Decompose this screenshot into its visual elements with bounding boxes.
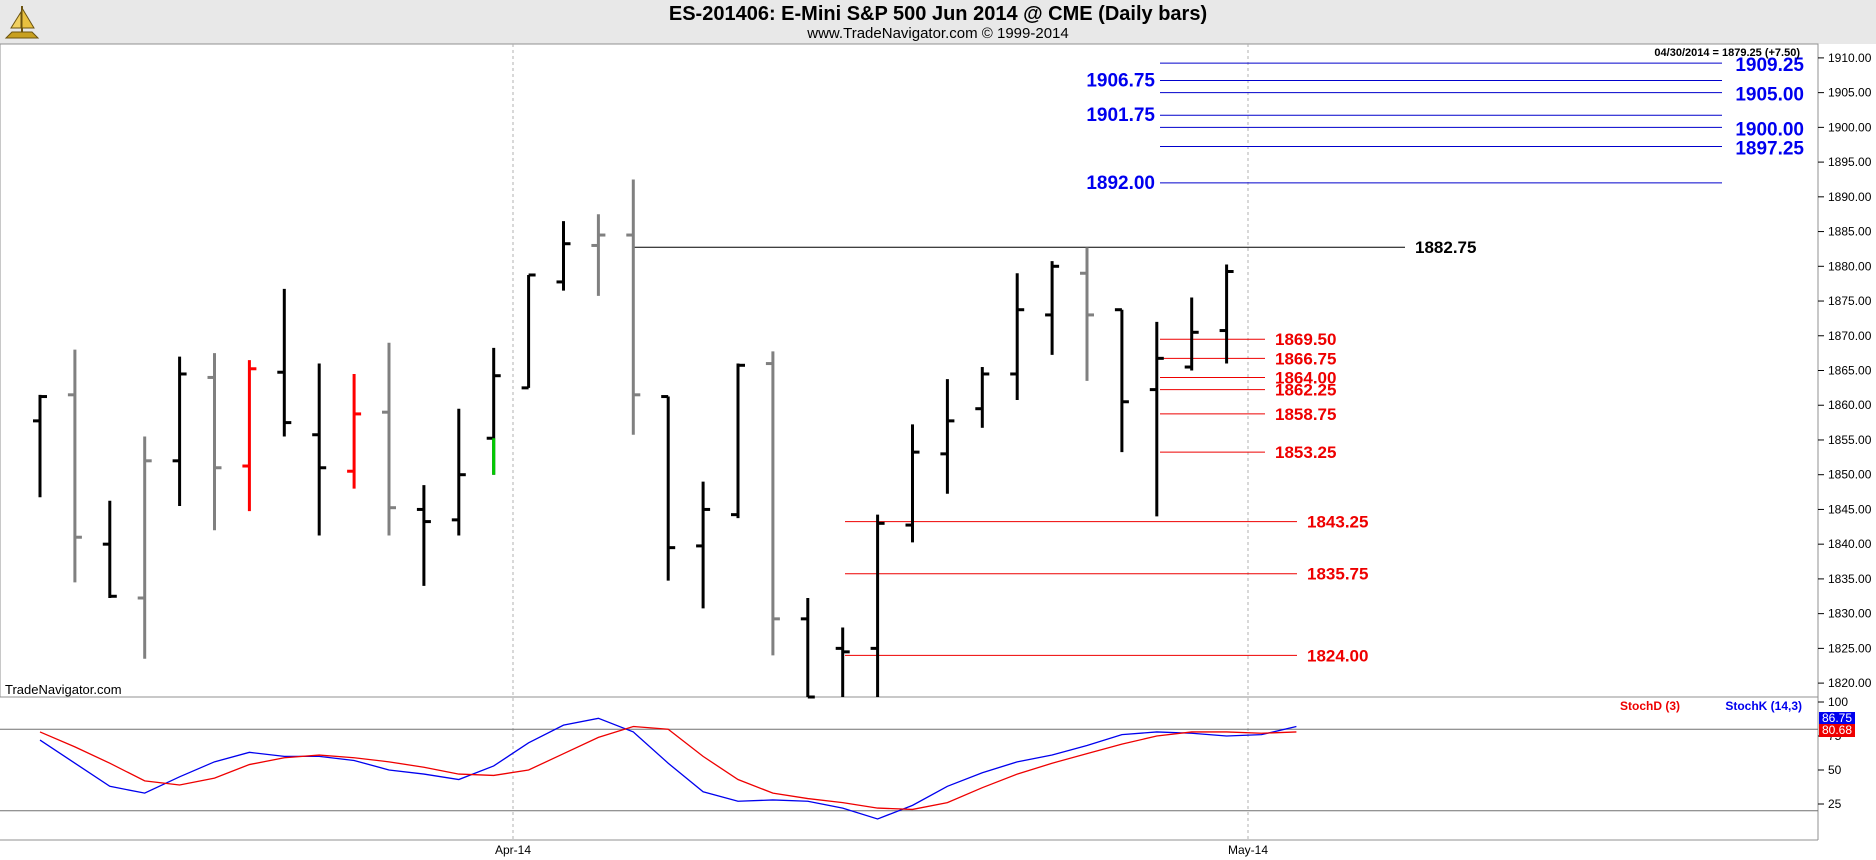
- level-label: 1853.25: [1275, 443, 1336, 462]
- stoch-tick-label: 25: [1828, 797, 1842, 811]
- level-label: 1864.00: [1275, 368, 1336, 387]
- y-tick-label: 1885.00: [1828, 225, 1872, 239]
- watermark: TradeNavigator.com: [5, 682, 122, 697]
- stoch-tick-label: 100: [1828, 695, 1848, 709]
- y-tick-label: 1870.00: [1828, 329, 1872, 343]
- stoch-tick-label: 50: [1828, 763, 1842, 777]
- level-label: 1869.50: [1275, 330, 1336, 349]
- y-tick-label: 1895.00: [1828, 155, 1872, 169]
- stoch-k-line: [39, 717, 1297, 820]
- y-tick-label: 1830.00: [1828, 607, 1872, 621]
- level-label: 1909.25: [1735, 55, 1804, 76]
- level-label: 1905.00: [1735, 85, 1804, 106]
- y-tick-label: 1875.00: [1828, 294, 1872, 308]
- chart-subtitle: www.TradeNavigator.com © 1999-2014: [807, 25, 1069, 42]
- stoch-d-value: 80.68: [1822, 723, 1852, 737]
- stoch-d-legend: StochD (3): [1620, 699, 1680, 713]
- x-axis-label-apr: Apr-14: [495, 843, 531, 857]
- level-label: 1897.25: [1735, 138, 1804, 159]
- y-tick-label: 1880.00: [1828, 259, 1872, 273]
- stoch-k-value: 86.75: [1822, 711, 1852, 725]
- stoch-k-value-box: [1819, 712, 1855, 725]
- y-tick-label: 1845.00: [1828, 502, 1872, 516]
- y-tick-label: 1855.00: [1828, 433, 1872, 447]
- y-tick-label: 1900.00: [1828, 120, 1872, 134]
- level-label: 1866.75: [1275, 349, 1336, 368]
- level-label: 1892.00: [1086, 173, 1155, 194]
- level-label: 1843.25: [1307, 513, 1368, 532]
- y-tick-label: 1840.00: [1828, 537, 1872, 551]
- trade-navigator-logo: [4, 6, 40, 39]
- y-tick-label: 1865.00: [1828, 364, 1872, 378]
- y-tick-label: 1820.00: [1828, 676, 1872, 690]
- stoch-k-legend: StochK (14,3): [1725, 699, 1802, 713]
- level-label: 1900.00: [1735, 119, 1804, 140]
- level-label: 1835.75: [1307, 565, 1368, 584]
- price-pane: [0, 43, 1819, 698]
- y-tick-label: 1890.00: [1828, 190, 1872, 204]
- stochastic-pane: 255075100: [0, 695, 1848, 820]
- chart-header: [0, 0, 1876, 44]
- stoch-d-line: [39, 725, 1297, 811]
- level-label: 1882.75: [1415, 238, 1476, 257]
- level-label: 1901.75: [1086, 105, 1155, 126]
- x-axis-label-may: May-14: [1228, 843, 1268, 857]
- level-lines: 1909.25 1906.75 1905.00 1901.75 1900.001897.…: [634, 55, 1804, 665]
- level-label: 1906.75: [1086, 70, 1155, 91]
- ohlc-bars: [33, 179, 1234, 699]
- y-tick-label: 1825.00: [1828, 641, 1872, 655]
- price-axis: 1820.00 1825.00 1830.00 1835.00 1840.00 1845.…: [1818, 51, 1872, 690]
- level-label: 1862.25: [1275, 381, 1336, 400]
- y-tick-label: 1835.00: [1828, 572, 1872, 586]
- stoch-d-value-box: [1819, 724, 1855, 737]
- chart-title: ES-201406: E-Mini S&P 500 Jun 2014 @ CME…: [668, 3, 1208, 25]
- level-label: 1824.00: [1307, 646, 1368, 665]
- y-tick-label: 1860.00: [1828, 398, 1872, 412]
- y-tick-label: 1905.00: [1828, 86, 1872, 100]
- level-label: 1858.75: [1275, 405, 1336, 424]
- y-tick-label: 1910.00: [1828, 51, 1872, 65]
- last-price-label: 04/30/2014 = 1879.25 (+7.50): [1654, 47, 1800, 59]
- y-tick-label: 1850.00: [1828, 468, 1872, 482]
